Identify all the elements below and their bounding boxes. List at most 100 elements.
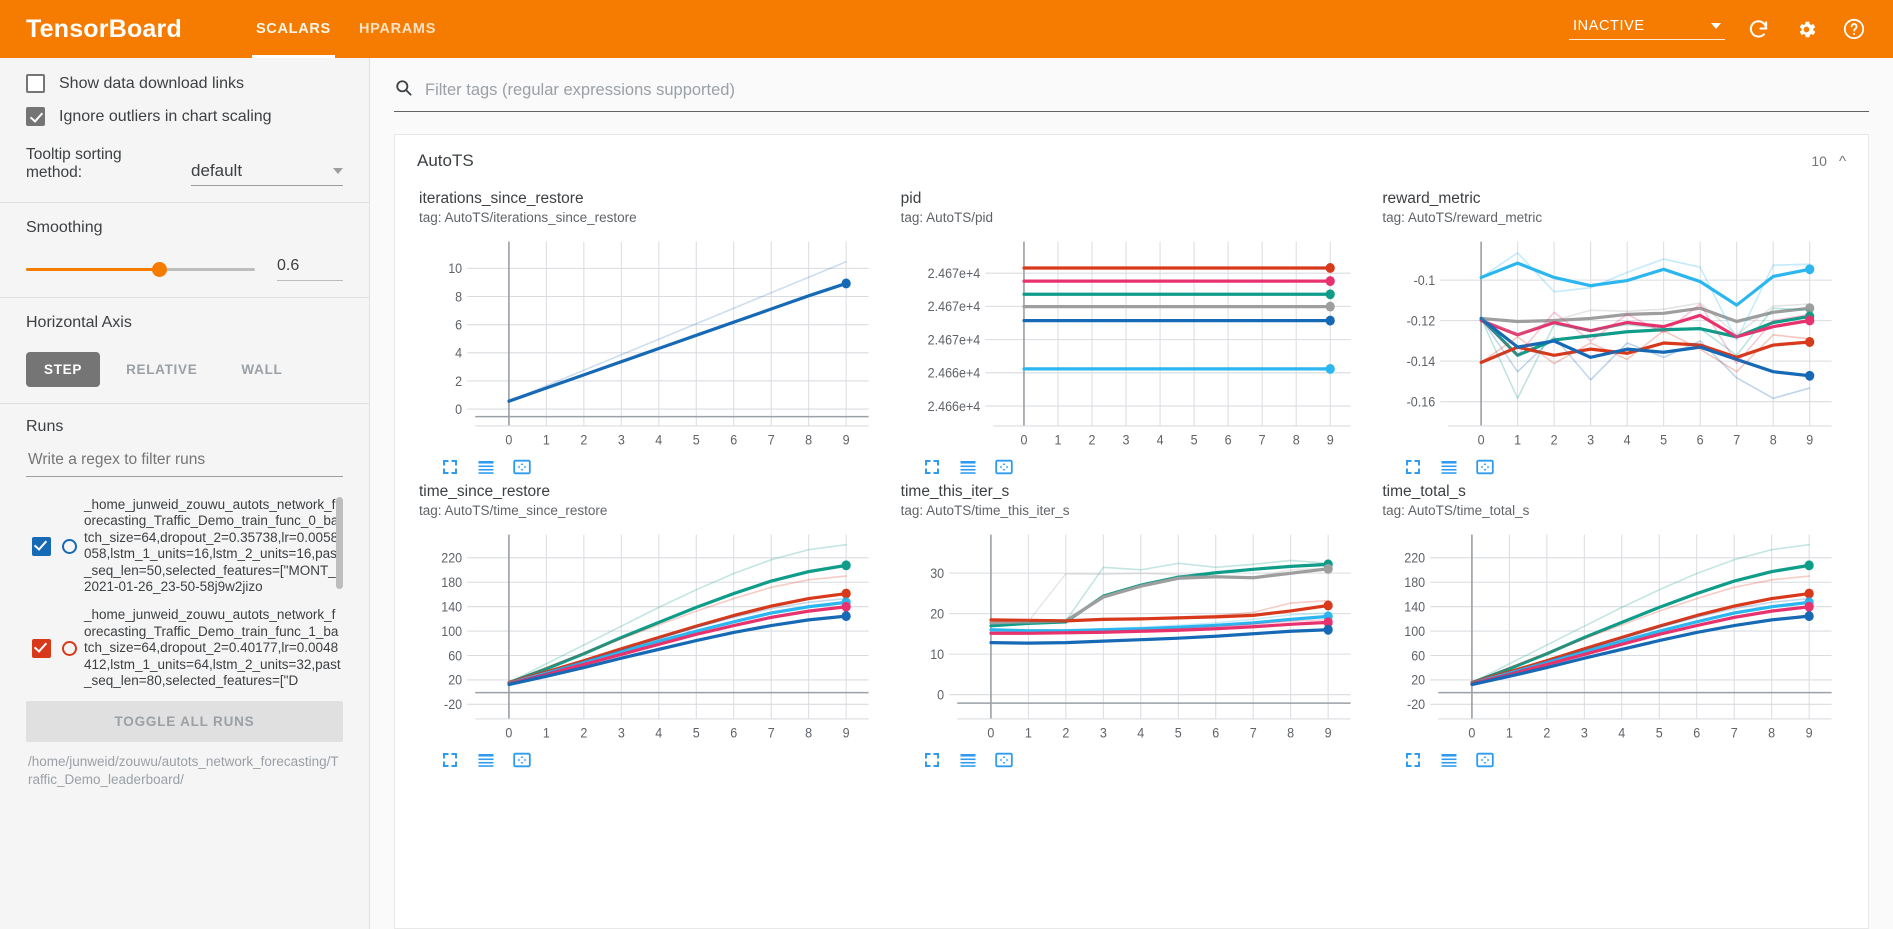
smoothing-section: Smoothing 0.6 <box>0 203 369 298</box>
toggle-all-runs-button[interactable]: TOGGLE ALL RUNS <box>26 701 343 743</box>
tab-scalars[interactable]: SCALARS <box>242 0 345 58</box>
series-line <box>989 612 1329 633</box>
series-endpoint-marker <box>1325 276 1335 287</box>
series-endpoint-marker <box>1323 617 1333 628</box>
reload-mode-value: INACTIVE <box>1573 18 1645 34</box>
y-tick-label: -0.1 <box>1414 273 1436 289</box>
toggle-y-axis-icon[interactable] <box>1440 458 1458 476</box>
fit-domain-icon[interactable] <box>1404 751 1422 769</box>
tag-filter-input[interactable] <box>423 79 1869 101</box>
toggle-y-axis-icon[interactable] <box>1440 751 1458 769</box>
plot-area[interactable]: 0 10 20 30 0 1 2 3 4 5 6 7 8 9 <box>901 526 1363 747</box>
toggle-y-axis-icon[interactable] <box>959 751 977 769</box>
expand-icon[interactable] <box>1476 458 1495 476</box>
tag-group-header[interactable]: AutoTS 10 ^ <box>395 135 1868 179</box>
x-tick-label: 4 <box>1156 432 1163 448</box>
y-tick-label: -20 <box>1407 697 1425 713</box>
show-download-links-row[interactable]: Show data download links <box>26 74 343 93</box>
fit-domain-icon[interactable] <box>1404 458 1422 476</box>
y-tick-label: 180 <box>1405 575 1426 591</box>
fit-domain-icon[interactable] <box>441 751 459 769</box>
plot-area[interactable]: -0.16 -0.14 -0.12 -0.1 0 1 2 3 4 5 6 7 8 9 <box>1382 233 1844 454</box>
show-download-links-label: Show data download links <box>59 74 245 92</box>
y-tick-label: 60 <box>1412 648 1426 664</box>
x-tick-label: 6 <box>1212 725 1219 741</box>
fit-domain-icon[interactable] <box>923 751 941 769</box>
toggle-y-axis-icon[interactable] <box>477 751 495 769</box>
series-endpoint-marker <box>1325 363 1335 374</box>
plot-area[interactable]: 0 2 4 6 8 10 0 1 2 3 4 5 6 7 8 9 <box>419 233 881 454</box>
chart-title: time_total_s <box>1382 483 1466 500</box>
ignore-outliers-row[interactable]: Ignore outliers in chart scaling <box>26 107 343 126</box>
plot-area[interactable]: 2.466e+4 2.466e+4 2.467e+4 2.467e+4 2.467e+4… <box>901 233 1363 454</box>
ignore-outliers-checkbox[interactable] <box>26 107 45 126</box>
tag-filter-bar <box>370 58 1893 112</box>
series-line <box>989 619 1329 635</box>
expand-icon[interactable] <box>994 458 1013 476</box>
chart-title: time_this_iter_s <box>900 483 1010 500</box>
expand-icon[interactable] <box>1476 751 1495 769</box>
expand-icon[interactable] <box>513 458 531 476</box>
chevron-up-icon[interactable]: ^ <box>1838 152 1846 170</box>
reload-mode-select[interactable]: INACTIVE <box>1569 18 1725 40</box>
fit-domain-icon[interactable] <box>441 458 459 476</box>
plot-area[interactable]: -20 20 60 100 140 180 220 0 1 2 3 4 5 6 7 8 9 <box>1382 526 1844 747</box>
y-tick-label: 10 <box>448 261 462 277</box>
display-options-section: Show data download links Ignore outliers… <box>0 58 369 203</box>
expand-icon[interactable] <box>994 751 1013 769</box>
tab-hparams[interactable]: HPARAMS <box>358 21 437 37</box>
series-endpoint-marker <box>1323 600 1333 611</box>
show-download-links-checkbox[interactable] <box>26 74 45 93</box>
x-tick-label: 4 <box>1624 432 1631 448</box>
fit-domain-icon[interactable] <box>923 458 941 476</box>
y-tick-label: -0.14 <box>1407 354 1436 370</box>
slider-thumb[interactable] <box>151 261 167 277</box>
haxis-wall-button[interactable]: WALL <box>241 362 283 377</box>
toggle-y-axis-icon[interactable] <box>959 458 977 476</box>
plot-area[interactable]: -20 20 60 100 140 180 220 0 1 2 3 4 5 6 7 8 9 <box>419 526 881 747</box>
x-tick-label: 4 <box>655 725 662 741</box>
run-name: _home_junweid_zouwu_autots_network_forec… <box>84 497 341 595</box>
x-tick-label: 6 <box>1694 725 1701 741</box>
tooltip-sorting-select[interactable]: default <box>191 161 343 186</box>
series-line <box>1480 252 1811 341</box>
run-checkbox[interactable] <box>32 536 51 556</box>
y-tick-label: 20 <box>930 606 944 622</box>
smoothing-value[interactable]: 0.6 <box>277 257 343 281</box>
y-tick-label: 220 <box>441 550 462 566</box>
chart-tag: tag: AutoTS/pid <box>900 210 993 225</box>
x-tick-label: 5 <box>1661 432 1668 448</box>
run-color-dot[interactable] <box>62 538 77 554</box>
chart-title: time_since_restore <box>419 483 550 500</box>
series-line <box>507 605 848 686</box>
series-endpoint-marker <box>841 611 851 622</box>
x-tick-label: 7 <box>1734 432 1741 448</box>
y-tick-label: -20 <box>444 697 462 713</box>
x-tick-label: 2 <box>1544 725 1551 741</box>
reload-icon[interactable] <box>1743 14 1773 44</box>
series-endpoint-marker <box>841 588 851 599</box>
help-icon[interactable] <box>1839 14 1869 44</box>
runs-filter-input[interactable] <box>26 450 343 477</box>
y-tick-label: 6 <box>455 317 462 333</box>
run-list-item[interactable]: _home_junweid_zouwu_autots_network_forec… <box>26 493 343 603</box>
chart-card-pid: pid tag: AutoTS/pid 2.466e+4 2.466e+4 2.467e… <box>891 183 1373 476</box>
run-checkbox[interactable] <box>32 638 51 658</box>
runs-scrollbar[interactable] <box>336 497 343 589</box>
chevron-down-icon <box>333 168 343 174</box>
main-tabs: SCALARS HPARAMS <box>242 0 450 58</box>
run-list-item[interactable]: _home_junweid_zouwu_autots_network_forec… <box>26 603 343 697</box>
expand-icon[interactable] <box>513 751 531 769</box>
series-line <box>1471 543 1811 684</box>
haxis-step-button[interactable]: STEP <box>26 352 101 387</box>
smoothing-slider[interactable] <box>26 261 255 277</box>
series-endpoint-marker <box>1804 588 1815 599</box>
haxis-relative-button[interactable]: RELATIVE <box>126 362 198 377</box>
series-line <box>508 597 847 686</box>
x-tick-label: 9 <box>1326 432 1333 448</box>
series-line <box>1471 597 1811 686</box>
series-line <box>989 599 1329 622</box>
run-color-dot[interactable] <box>62 640 77 656</box>
toggle-y-axis-icon[interactable] <box>477 458 495 476</box>
gear-icon[interactable] <box>1791 14 1821 44</box>
